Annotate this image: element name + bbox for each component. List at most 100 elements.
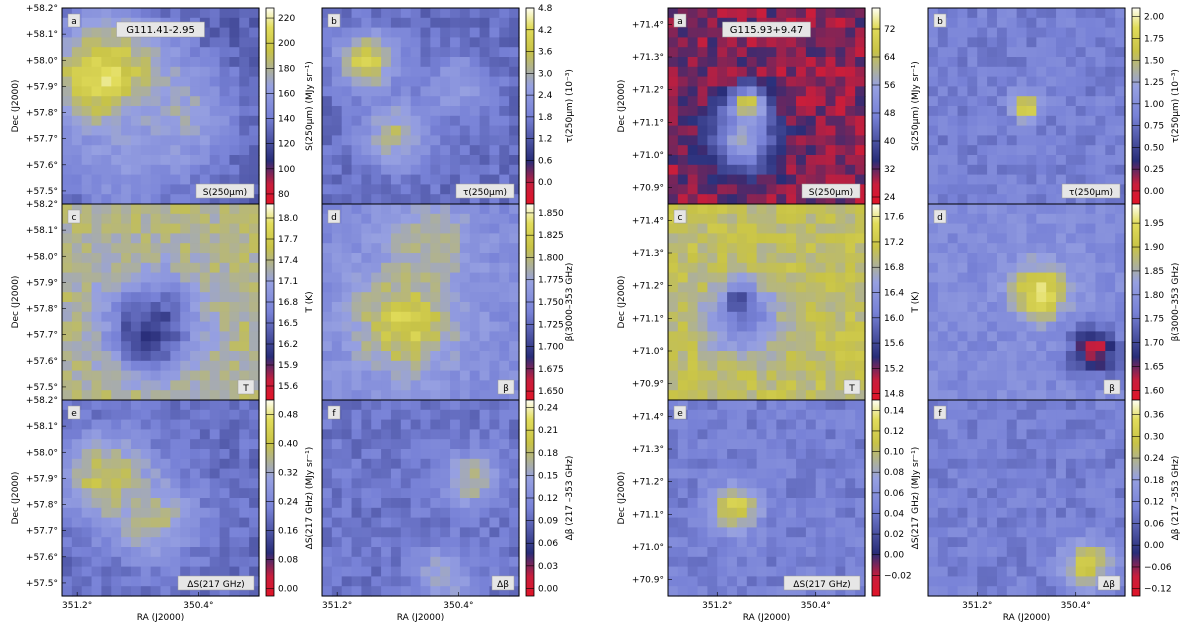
panel-letter-box xyxy=(933,209,947,224)
panel-letter-box xyxy=(673,405,687,420)
dec-axis-label: Dec (J2000) xyxy=(11,472,21,525)
colorbar-tick-label: 1.65 xyxy=(1144,363,1164,373)
panel-name: ΔS(217 GHz) xyxy=(793,580,850,590)
colorbar-tick-label: 14.8 xyxy=(884,390,904,400)
panel-letter-box xyxy=(933,13,947,28)
dec-tick-label: +58.2° xyxy=(26,396,58,406)
panel-letter-box xyxy=(673,13,687,28)
colorbar-tick-label: 0.18 xyxy=(1144,476,1164,486)
colorbar-bar xyxy=(871,203,881,401)
panel-letter: d xyxy=(331,213,337,223)
colorbar-tick-label: 220 xyxy=(278,14,295,24)
colorbar-label: β(3000–353 GHz) xyxy=(565,263,575,342)
colorbar-tick-label: 16.5 xyxy=(278,319,298,329)
panel-b-2: b τ(250μm) 2.00 1.75 1.50 1.25 1.00 0.75 0.50 0.2… xyxy=(927,7,1181,205)
colorbar-tick-label: 2.00 xyxy=(1144,13,1164,23)
panel-f-2: f Δβ 0.36 0.30 0.24 0.18 0.12 0.06 0.00 −0.06 −0.1… xyxy=(927,399,1181,623)
ra-axis-label: RA (J2000) xyxy=(1003,613,1051,623)
colorbar-tick-label: 56 xyxy=(884,81,896,91)
colorbar-bar xyxy=(265,399,275,597)
colorbar-tick-label: 18.0 xyxy=(278,214,298,224)
panel-name-box xyxy=(1097,575,1121,591)
ra-tick-label: 351.2° xyxy=(962,601,992,611)
colorbar: 72 64 56 48 40 32 24 S(250μm) (MJy sr⁻¹) xyxy=(871,7,921,205)
colorbar-tick-label: 0.06 xyxy=(538,539,558,549)
panel-name: ΔS(217 GHz) xyxy=(187,580,244,590)
colorbar-tick-label: 24 xyxy=(884,193,896,203)
dec-tick-label: +57.6° xyxy=(26,161,58,171)
colorbar-tick-label: 0.6 xyxy=(538,156,553,166)
panel-letter: d xyxy=(937,213,943,223)
colorbar-bar xyxy=(871,399,881,597)
panel-name: Δβ xyxy=(497,580,509,590)
colorbar-tick-label: 0.03 xyxy=(538,562,558,572)
colorbar-tick-label: 15.6 xyxy=(884,339,904,349)
colorbar: 18.0 17.7 17.4 17.1 16.8 16.5 16.2 15.9 15.6 T (K… xyxy=(265,203,315,401)
heatmap-cells xyxy=(62,8,260,205)
colorbar-tick-label: 3.6 xyxy=(538,48,553,58)
colorbar-tick-label: 1.85 xyxy=(1144,267,1164,277)
heatmap-cells xyxy=(928,400,1126,597)
colorbar-tick-label: 1.75 xyxy=(1144,34,1164,44)
colorbar-tick-label: 1.850 xyxy=(538,209,564,219)
panel-letter-box xyxy=(327,13,341,28)
colorbar-bar xyxy=(1131,399,1141,597)
colorbar-tick-label: 0.00 xyxy=(538,584,558,594)
ra-axis-label: RA (J2000) xyxy=(743,613,791,623)
dec-tick-label: +58.2° xyxy=(26,200,58,210)
dec-tick-label: +57.7° xyxy=(26,527,58,537)
dec-tick-label: +57.6° xyxy=(26,357,58,367)
colorbar-tick-label: 0.08 xyxy=(884,468,904,478)
dec-tick-label: +71.3° xyxy=(632,53,664,63)
panel-name-box xyxy=(455,183,515,199)
ra-axis: 351.2° 350.4° RA (J2000) xyxy=(322,592,474,623)
panel-d-2: d β 1.95 1.90 1.85 1.80 1.75 1.70 1.65 1.60 β(3000… xyxy=(927,203,1181,401)
colorbar-bar xyxy=(1131,7,1141,205)
dec-tick-label: +71.0° xyxy=(632,347,664,357)
colorbar-label: τ(250μm) (10⁻³) xyxy=(565,69,575,143)
colorbar-bar xyxy=(265,7,275,205)
panel-letter: f xyxy=(938,409,942,419)
panel-name: τ(250μm) xyxy=(1069,188,1113,198)
source-title: G115.93+9.47 xyxy=(730,25,803,36)
panel-name-box xyxy=(783,575,861,591)
colorbar: 4.8 4.2 3.6 3.0 2.4 1.8 1.2 0.6 0.0 τ(250μm) (10⁻… xyxy=(525,4,575,205)
dec-tick-label: +58.0° xyxy=(26,56,58,66)
colorbar-tick-label: 0.50 xyxy=(1144,143,1164,153)
colorbar-label: β(3000–353 GHz) xyxy=(1171,263,1181,342)
panel-letter: e xyxy=(71,409,77,419)
panel-letter: c xyxy=(678,213,683,223)
heatmap-cells xyxy=(668,204,866,401)
colorbar-tick-label: 100 xyxy=(278,165,295,175)
panel-name: T xyxy=(242,384,249,394)
colorbar-tick-label: 16.0 xyxy=(884,314,904,324)
colorbar-tick-label: 1.50 xyxy=(1144,56,1164,66)
dec-tick-label: +58.0° xyxy=(26,252,58,262)
colorbar-tick-label: 16.4 xyxy=(884,289,904,299)
colorbar-tick-label: 180 xyxy=(278,64,295,74)
panel-e-2: e ΔS(217 GHz) 0.14 0.12 0.10 0.08 0.06 0.04 0.02… xyxy=(617,399,921,623)
dec-tick-label: +71.1° xyxy=(632,118,664,128)
dec-tick-label: +58.0° xyxy=(26,448,58,458)
colorbar-label: τ(250μm) (10⁻³) xyxy=(1171,69,1181,143)
dec-tick-label: +71.2° xyxy=(632,478,664,488)
colorbar-label: Δβ (217 –353 GHz) xyxy=(1171,456,1181,541)
panel-a-1: a S(250μm) G111.41-2.95 220 200 180 160 140 120 1… xyxy=(11,4,315,205)
colorbar-tick-label: 0.06 xyxy=(884,489,904,499)
dec-tick-label: +71.3° xyxy=(632,249,664,259)
ra-tick-label: 351.2° xyxy=(322,601,352,611)
panel-letter: a xyxy=(677,17,683,27)
colorbar-label: Δβ (217 –353 GHz) xyxy=(565,456,575,541)
colorbar-tick-label: 16.8 xyxy=(884,263,904,273)
colorbar-tick-label: 1.70 xyxy=(1144,339,1164,349)
colorbar-tick-label: 1.650 xyxy=(538,387,564,397)
dec-axis: +71.4° +71.3° +71.2° +71.1° +71.0° +70.9° Dec … xyxy=(617,412,672,586)
dec-tick-label: +71.3° xyxy=(632,445,664,455)
ra-axis: 351.2° 350.4° RA (J2000) xyxy=(962,592,1091,623)
colorbar-tick-label: 3.0 xyxy=(538,69,553,79)
colorbar-bar xyxy=(525,7,535,205)
ra-tick-label: 350.4° xyxy=(1061,601,1091,611)
colorbar-tick-label: 4.8 xyxy=(538,4,553,14)
colorbar-tick-label: 15.9 xyxy=(278,361,298,371)
dec-tick-label: +57.8° xyxy=(26,305,58,315)
